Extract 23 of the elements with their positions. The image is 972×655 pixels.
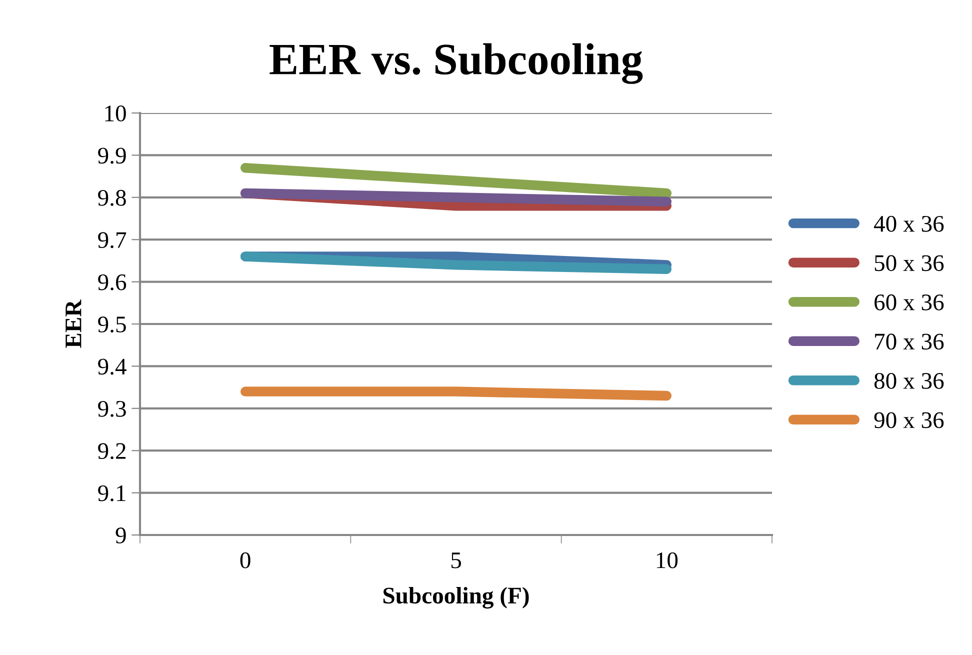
y-tick-label: 9.9: [98, 148, 126, 164]
y-tick-label: 9.4: [98, 358, 126, 375]
legend-label: 60 x 36: [874, 294, 944, 310]
y-tick-label: 9.8: [98, 190, 126, 206]
y-tick-label: 9.6: [98, 274, 126, 290]
y-tick-label: 10: [105, 105, 126, 122]
chart-title: EER vs. Subcooling: [270, 43, 643, 84]
x-axis-title: Subcooling (F): [383, 586, 529, 609]
y-tick-label: 9.5: [98, 316, 126, 333]
legend-label: 70 x 36: [875, 334, 944, 350]
y-tick-label: 9: [116, 528, 126, 544]
legend-label: 90 x 36: [874, 412, 944, 428]
y-tick-label: 9.2: [98, 443, 126, 460]
legend-label: 80 x 36: [874, 372, 944, 389]
y-tick-label: 9.3: [98, 400, 126, 417]
y-axis-title: EER: [66, 300, 82, 348]
x-tick-label: 5: [451, 552, 461, 568]
y-tick-label: 9.7: [98, 232, 126, 248]
y-tick-label: 9.1: [98, 485, 126, 502]
x-tick-label: 10: [656, 552, 678, 568]
x-tick-label: 0: [240, 552, 250, 568]
legend-label: 50 x 36: [874, 255, 944, 272]
legend-label: 40 x 36: [874, 216, 944, 232]
